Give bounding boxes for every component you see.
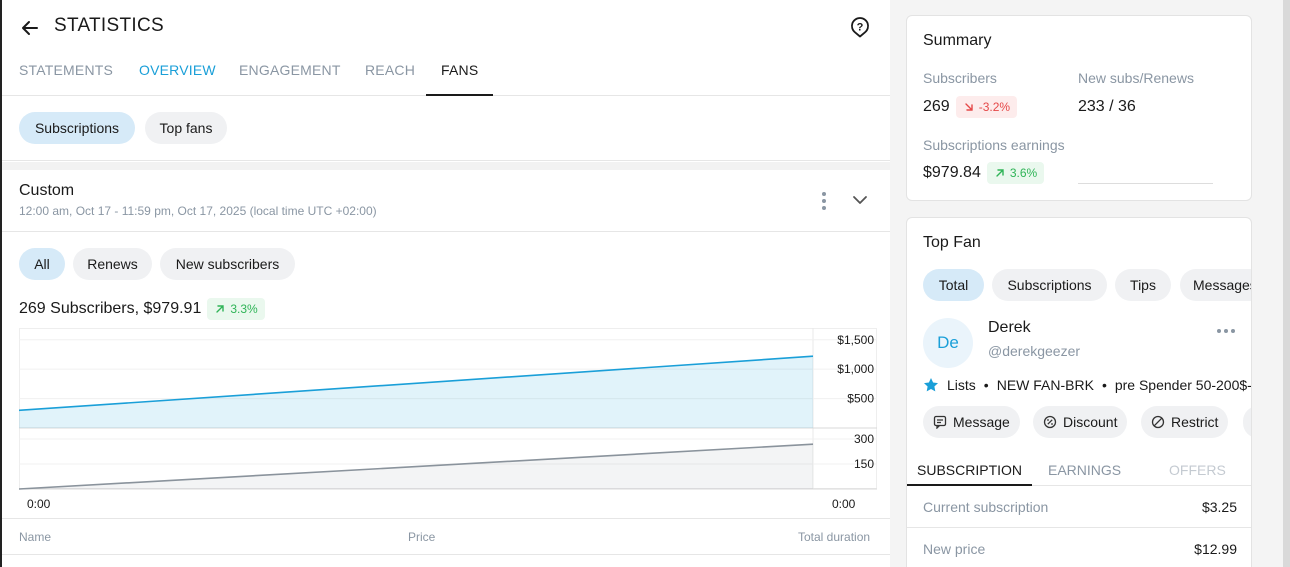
subtab-offers[interactable]: OFFERS: [1169, 462, 1226, 478]
earnings-value-group: $979.84 3.6%: [923, 162, 1045, 184]
earnings-change-badge: 3.6%: [986, 162, 1045, 184]
discount-icon: [1043, 415, 1057, 429]
discount-label: Discount: [1063, 414, 1118, 430]
col-price: Price: [408, 530, 436, 544]
arrow-up-right-icon: [996, 169, 1004, 177]
restrict-icon: [1151, 415, 1165, 429]
subscribers-value: 269: [923, 98, 950, 115]
headline-change-badge: 3.3%: [207, 298, 265, 320]
list-chip[interactable]: NEW FAN-BRK: [996, 377, 1094, 393]
message-label: Message: [953, 414, 1010, 430]
statistics-panel: STATISTICS ? STATEMENTS OVERVIEW ENGAGEM…: [0, 0, 890, 567]
fan-handle[interactable]: @derekgeezer: [988, 343, 1081, 359]
subscribers-change-badge: -3.2%: [955, 96, 1018, 118]
date-range-selector[interactable]: Custom 12:00 am, Oct 17 - 11:59 pm, Oct …: [2, 170, 890, 232]
row-label: New price: [923, 541, 986, 557]
divider: [1078, 183, 1213, 184]
series-area: [19, 356, 813, 428]
message-icon: [933, 415, 947, 429]
right-sidebar: Summary Subscribers 269 -3.2% New subs/R…: [890, 0, 1283, 567]
fan-name[interactable]: Derek: [988, 319, 1031, 336]
summary-card: Summary Subscribers 269 -3.2% New subs/R…: [906, 15, 1252, 201]
tab-engagement[interactable]: ENGAGEMENT: [239, 62, 341, 78]
help-icon[interactable]: ?: [847, 14, 873, 40]
segment-all[interactable]: All: [19, 248, 65, 280]
avatar[interactable]: De: [923, 318, 973, 368]
y-tick-label: $1,000: [837, 362, 874, 376]
header: STATISTICS ?: [2, 0, 890, 54]
x-tick-label: 0:00: [27, 497, 51, 511]
top-fan-filter-tips[interactable]: Tips: [1115, 269, 1171, 301]
tab-fans[interactable]: FANS: [426, 62, 494, 96]
earnings-label: Subscriptions earnings: [923, 137, 1065, 153]
restrict-button[interactable]: Restrict: [1141, 406, 1229, 438]
range-subtitle: 12:00 am, Oct 17 - 11:59 pm, Oct 17, 202…: [19, 204, 377, 218]
new-renews-label: New subs/Renews: [1078, 70, 1194, 86]
col-name: Name: [19, 530, 52, 544]
subscriptions-chip[interactable]: Subscriptions: [19, 112, 135, 144]
series-line: [19, 355, 814, 412]
series-area: [19, 444, 813, 489]
y-tick-label: $500: [847, 392, 874, 406]
subscribers-label: Subscribers: [923, 70, 997, 86]
fan-lists: Lists • NEW FAN-BRK • pre Spender 50-200…: [923, 377, 1252, 393]
arrow-up-right-icon: [216, 305, 225, 313]
row-label: Current subscription: [923, 499, 1049, 515]
summary-title: Summary: [923, 32, 992, 49]
y-tick-label: 150: [854, 457, 874, 471]
segment-new-subscribers[interactable]: New subscribers: [160, 248, 295, 280]
list-item: Current subscription $3.25: [907, 486, 1251, 528]
y-tick-label: 300: [854, 432, 874, 446]
star-icon: [924, 378, 938, 392]
lists-label[interactable]: Lists: [947, 377, 976, 393]
section-divider: [2, 162, 890, 170]
x-tick-label: 0:00: [832, 497, 856, 511]
top-fan-card: Top Fan Total Subscriptions Tips Message…: [906, 217, 1252, 567]
top-fan-filter-total[interactable]: Total: [923, 269, 984, 301]
scrollbar[interactable]: [1283, 0, 1290, 567]
earnings-value: $979.84: [923, 164, 981, 181]
tab-reach[interactable]: REACH: [365, 62, 416, 78]
chevron-down-icon[interactable]: [850, 192, 870, 208]
discount-button[interactable]: Discount: [1033, 406, 1128, 438]
top-fans-chip[interactable]: Top fans: [145, 112, 227, 144]
tab-statements[interactable]: STATEMENTS: [19, 62, 114, 78]
restrict-label: Restrict: [1171, 414, 1219, 430]
list-item: New price $12.99: [907, 528, 1251, 567]
fans-filter-row: Subscriptions Top fans: [2, 97, 890, 161]
row-value: $3.25: [1201, 499, 1237, 515]
y-tick-label: $1,500: [837, 333, 874, 347]
range-title: Custom: [19, 182, 75, 199]
earnings-change: 3.6%: [1009, 166, 1038, 180]
series-line: [19, 443, 814, 490]
back-arrow-icon[interactable]: [16, 14, 44, 42]
more-actions-button[interactable]: [1243, 406, 1251, 438]
chart-headline: 269 Subscribers, $979.91 3.3%: [19, 298, 265, 320]
subtab-earnings[interactable]: EARNINGS: [1048, 462, 1122, 478]
svg-text:?: ?: [857, 22, 864, 34]
subscribers-value-group: 269 -3.2%: [923, 96, 1018, 118]
subscribers-change: -3.2%: [978, 100, 1011, 114]
fan-subtabs: SUBSCRIPTION EARNINGS OFFERS: [907, 454, 1251, 486]
subtab-subscription[interactable]: SUBSCRIPTION: [907, 462, 1033, 486]
row-value: $12.99: [1194, 541, 1237, 557]
col-total-duration: Total duration: [798, 530, 871, 544]
page-title: STATISTICS: [54, 15, 164, 36]
top-fan-title: Top Fan: [923, 234, 981, 251]
segment-renews[interactable]: Renews: [73, 248, 152, 280]
arrow-down-right-icon: [965, 103, 973, 111]
tab-bar: STATEMENTS OVERVIEW ENGAGEMENT REACH FAN…: [2, 54, 890, 96]
table-header: Name Price Total duration: [2, 518, 890, 555]
more-horizontal-icon[interactable]: [1217, 326, 1239, 336]
tab-overview[interactable]: OVERVIEW: [139, 62, 216, 78]
new-renews-value: 233 / 36: [1078, 98, 1136, 115]
message-button[interactable]: Message: [923, 406, 1020, 438]
more-options-icon[interactable]: [814, 190, 834, 212]
headline-change: 3.3%: [230, 302, 258, 316]
headline-text: 269 Subscribers, $979.91: [19, 300, 202, 317]
list-chip[interactable]: pre Spender 50-200$-8: [1114, 377, 1252, 393]
top-fan-filter-messages[interactable]: Messages: [1180, 269, 1251, 301]
subscribers-chart: $1,500 $1,000 $500 300 150 0:00 0:00: [19, 328, 877, 511]
top-fan-filter-subscriptions[interactable]: Subscriptions: [992, 269, 1107, 301]
